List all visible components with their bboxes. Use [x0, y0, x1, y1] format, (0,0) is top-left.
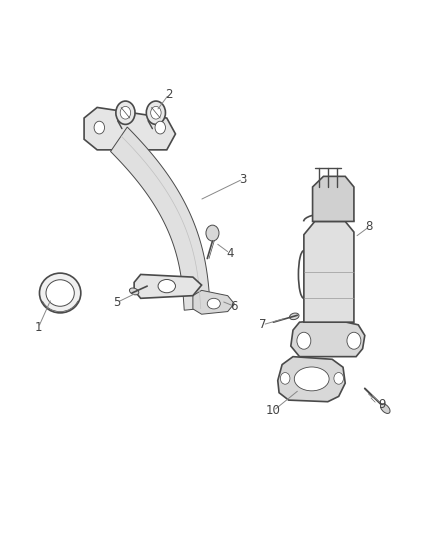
Text: 2: 2	[165, 87, 173, 101]
Circle shape	[347, 332, 361, 349]
Polygon shape	[313, 176, 354, 221]
Polygon shape	[193, 290, 234, 314]
Text: 4: 4	[226, 247, 233, 260]
Circle shape	[94, 121, 105, 134]
Text: 9: 9	[378, 398, 386, 411]
Circle shape	[280, 373, 290, 384]
Polygon shape	[278, 357, 345, 402]
Circle shape	[120, 107, 131, 119]
Ellipse shape	[46, 280, 74, 306]
Text: 1: 1	[35, 321, 42, 334]
Ellipse shape	[381, 403, 390, 414]
Text: 7: 7	[259, 318, 266, 332]
Ellipse shape	[39, 273, 81, 313]
Polygon shape	[304, 221, 354, 322]
Polygon shape	[110, 127, 210, 310]
Circle shape	[334, 373, 343, 384]
Text: 5: 5	[113, 296, 120, 309]
Circle shape	[116, 101, 135, 124]
Text: 8: 8	[365, 220, 373, 233]
Text: 6: 6	[230, 300, 238, 313]
Polygon shape	[84, 108, 176, 150]
Text: 3: 3	[239, 173, 247, 185]
Polygon shape	[134, 274, 201, 298]
Ellipse shape	[130, 288, 139, 295]
Circle shape	[206, 225, 219, 241]
Ellipse shape	[294, 367, 329, 391]
Circle shape	[297, 332, 311, 349]
Ellipse shape	[290, 313, 299, 320]
Polygon shape	[291, 319, 365, 357]
Ellipse shape	[158, 279, 176, 293]
Circle shape	[155, 121, 166, 134]
Circle shape	[146, 101, 166, 124]
Text: 10: 10	[266, 404, 281, 417]
Circle shape	[151, 107, 161, 119]
Ellipse shape	[207, 298, 220, 309]
